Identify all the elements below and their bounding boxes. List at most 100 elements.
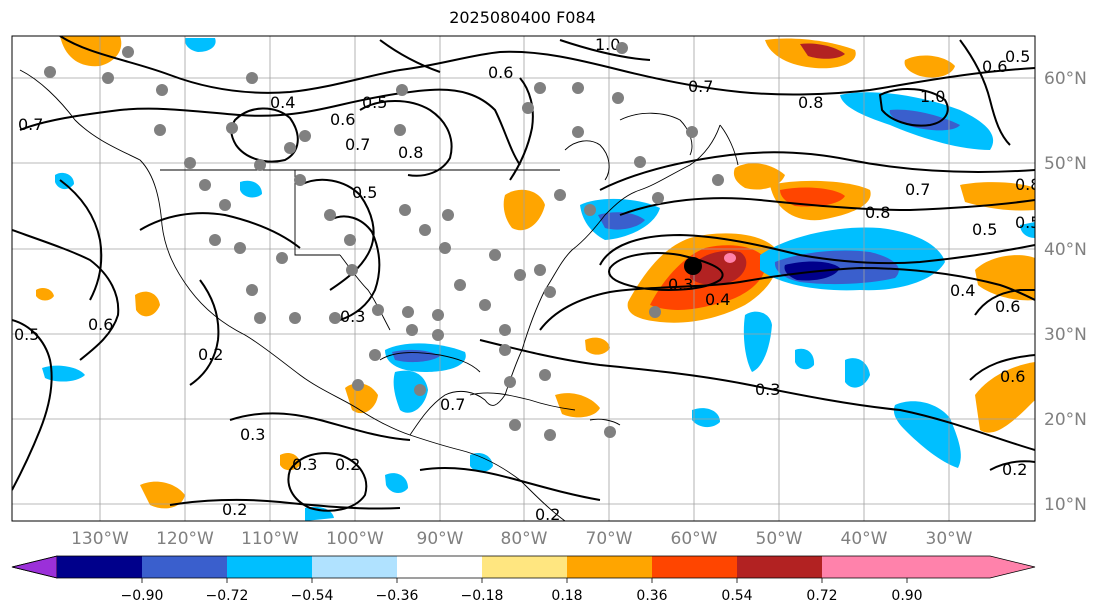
contour-label: 0.6 xyxy=(88,315,113,334)
contour-label: 0.7 xyxy=(905,180,930,199)
storm-center-marker xyxy=(684,257,702,275)
anomaly-lightblue-region xyxy=(1020,222,1035,238)
colorbar-tick-label: −0.54 xyxy=(291,588,334,604)
station-dot xyxy=(344,234,356,246)
anomaly-lightblue-region xyxy=(893,401,961,468)
anomaly-lightblue-region xyxy=(305,506,334,521)
contour-label: 0.5 xyxy=(352,183,377,202)
colorbar-tick-label: 0.90 xyxy=(891,588,922,604)
colorbar-tick-label: 0.36 xyxy=(636,588,667,604)
station-dot xyxy=(489,249,501,261)
colorbar-segment xyxy=(227,556,312,578)
longitude-label: 80°W xyxy=(501,529,548,549)
station-dot xyxy=(299,130,311,142)
contour-label: 0.7 xyxy=(440,395,465,414)
station-dot xyxy=(616,42,628,54)
station-dot xyxy=(712,174,724,186)
anomaly-lightblue-region xyxy=(845,358,870,388)
station-dot xyxy=(442,209,454,221)
contour-labels: 0.4 0.5 0.6 0.7 0.8 1.0 0.6 0.7 0.8 1.0 … xyxy=(14,36,1035,521)
station-dots xyxy=(44,42,724,441)
anomaly-lightblue-region xyxy=(385,473,408,494)
contour-label: 0.2 xyxy=(335,455,360,474)
station-dot xyxy=(432,329,444,341)
contour-label: 0.4 xyxy=(270,93,295,112)
anomaly-lightblue-region xyxy=(184,38,216,52)
anomaly-lightblue-region xyxy=(470,453,493,472)
station-dot xyxy=(419,224,431,236)
station-dot xyxy=(399,204,411,216)
station-dot xyxy=(284,142,296,154)
colorbar-segment xyxy=(397,556,482,578)
anomaly-orange-region xyxy=(960,182,1035,211)
anomaly-orange-region xyxy=(140,481,185,509)
station-dot xyxy=(246,72,258,84)
station-dot xyxy=(184,157,196,169)
map-frame xyxy=(11,35,1036,522)
station-dot xyxy=(352,379,364,391)
contour-label: 0.5 xyxy=(1005,47,1030,66)
anomaly-lightblue-region xyxy=(55,172,74,190)
station-dot xyxy=(219,199,231,211)
anomaly-darkred-region xyxy=(800,43,845,59)
longitude-label: 100°W xyxy=(326,529,384,549)
contour-label: 0.3 xyxy=(340,307,365,326)
longitude-label: 70°W xyxy=(586,529,633,549)
station-dot xyxy=(634,156,646,168)
station-dot xyxy=(604,426,616,438)
contour-lines xyxy=(12,36,1035,512)
contour-label: 0.4 xyxy=(950,281,975,300)
station-dot xyxy=(294,174,306,186)
anomaly-orange-region xyxy=(555,393,600,418)
station-dot xyxy=(544,286,556,298)
contour-label: 0.6 xyxy=(488,63,513,82)
colorbar-outline xyxy=(11,555,1036,579)
station-dot xyxy=(504,376,516,388)
colorbar-segment xyxy=(312,556,397,578)
colorbar-segment xyxy=(57,556,142,578)
longitude-label: 30°W xyxy=(926,529,973,549)
colorbar-tick-label: 0.18 xyxy=(551,588,582,604)
contour-label: 0.7 xyxy=(18,115,43,134)
contour-label: 0.7 xyxy=(688,77,713,96)
anomaly-orange-region xyxy=(904,55,955,78)
anomaly-mediumblue-region xyxy=(889,109,960,131)
contour-label: 0.3 xyxy=(755,380,780,399)
colorbar-segment xyxy=(482,556,567,578)
latitude-label: 50°N xyxy=(1044,154,1087,174)
colorbar-tick-label: −0.18 xyxy=(461,588,504,604)
contour-label: 0.2 xyxy=(198,345,223,364)
station-dot xyxy=(414,384,426,396)
longitude-label: 130°W xyxy=(71,529,129,549)
contour-label: 0.3 xyxy=(668,275,693,294)
station-dot xyxy=(276,252,288,264)
colorbar-tick-label: 0.54 xyxy=(721,588,752,604)
station-dot xyxy=(479,299,491,311)
anomaly-orange-region xyxy=(585,337,610,355)
station-dot xyxy=(544,429,556,441)
lat-lon-grid xyxy=(12,36,1035,521)
station-dot xyxy=(499,324,511,336)
station-dot xyxy=(226,122,238,134)
contour-label: 0.2 xyxy=(1002,460,1027,479)
station-dot xyxy=(686,126,698,138)
colorbar-segment xyxy=(822,556,907,578)
anomaly-red-region xyxy=(780,187,845,207)
colorbar-segment xyxy=(142,556,227,578)
contour-label: 0.5 xyxy=(972,220,997,239)
station-dot xyxy=(156,84,168,96)
station-dot xyxy=(394,124,406,136)
colorbar: −0.90 −0.72 −0.54 −0.36 −0.18 0.18 0.36 … xyxy=(11,555,1036,604)
station-dot xyxy=(454,279,466,291)
station-dot xyxy=(199,179,211,191)
station-dot xyxy=(369,349,381,361)
longitude-label: 110°W xyxy=(241,529,299,549)
colorbar-tick-label: −0.72 xyxy=(206,588,249,604)
station-dot xyxy=(234,242,246,254)
station-dot xyxy=(499,344,511,356)
station-dot xyxy=(254,159,266,171)
station-dot xyxy=(402,306,414,318)
contour-label: 0.6 xyxy=(982,57,1007,76)
station-dot xyxy=(649,306,661,318)
station-dot xyxy=(652,192,664,204)
